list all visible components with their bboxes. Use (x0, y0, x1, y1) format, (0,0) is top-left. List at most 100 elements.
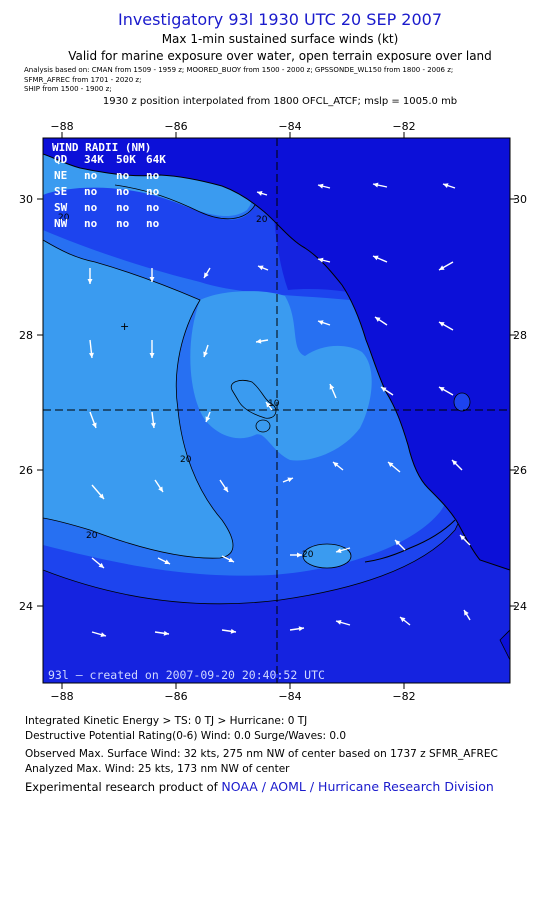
wind-arrow (154, 479, 164, 493)
wind-arrow (203, 267, 211, 279)
wind-radii-value: no (146, 217, 160, 230)
contour-label: 10 (268, 399, 280, 409)
wind-arrow (442, 183, 456, 189)
wind-arrow (451, 459, 463, 471)
map-subtitle-2: Valid for marine exposure over water, op… (68, 49, 492, 63)
analysis-line-2: SFMR_AFREC from 1701 - 2020 z; (24, 75, 142, 84)
wind-arrow (317, 320, 331, 326)
x-tick-label-bottom: −82 (392, 690, 415, 703)
wind-arrow (91, 557, 105, 569)
wind-arrow (221, 628, 237, 634)
wind-radii-value: no (84, 201, 98, 214)
wind-radii-value: no (84, 185, 98, 198)
y-tick-label-right: 26 (513, 464, 527, 477)
contour-label: 20 (58, 213, 70, 223)
x-tick-label-top: −88 (50, 120, 73, 133)
wind-arrow (438, 321, 454, 331)
wind-field-map: + 20 20 20 10 20 20 WIND RADII (NM) QD 34… (19, 120, 527, 703)
analyzed-max-line: Analyzed Max. Wind: 25 kts, 173 nm NW of… (25, 763, 290, 775)
wind-radii-value: no (146, 185, 160, 198)
wind-radii-header-cell: 50K (116, 153, 136, 166)
experimental-line: Experimental research product of NOAA / … (25, 779, 494, 794)
x-tick-label-bottom: −88 (50, 690, 73, 703)
wind-radii-value: no (116, 217, 130, 230)
wind-radii-quadrant: SE (54, 185, 67, 198)
wind-arrow (87, 268, 93, 284)
interpolation-note: 1930 z position interpolated from 1800 O… (102, 96, 458, 107)
x-tick-label-top: −86 (164, 120, 187, 133)
wind-arrow (154, 630, 170, 636)
map-title: Investigatory 93l 1930 UTC 20 SEP 2007 (117, 10, 443, 29)
analyzed-max-marker: + (120, 320, 129, 333)
wind-arrow (372, 255, 388, 263)
wind-radii-value: no (116, 185, 130, 198)
wind-arrow (438, 386, 454, 396)
y-tick-label-right: 24 (513, 600, 527, 613)
wind-arrow (372, 182, 388, 188)
wind-arrow (459, 534, 471, 546)
contour-label: 20 (86, 531, 98, 541)
wind-arrow (150, 411, 156, 429)
wind-arrow (282, 477, 294, 483)
florida-keys (364, 519, 456, 563)
wind-arrow (205, 411, 211, 423)
band-0-10-center (190, 291, 372, 461)
wind-arrow (257, 265, 269, 271)
wind-vectors (87, 182, 471, 638)
contour-label: 20 (302, 550, 314, 560)
plot-frame (42, 137, 511, 684)
wind-arrow (399, 616, 411, 626)
experimental-prefix: Experimental research product of (25, 780, 218, 794)
wind-radii-value: no (146, 201, 160, 214)
wind-arrow (329, 383, 337, 399)
wind-arrow (256, 191, 268, 196)
bahamas-shape (499, 629, 510, 661)
wind-arrow (438, 261, 454, 271)
wind-arrow (387, 461, 401, 473)
wind-arrow (374, 316, 388, 326)
wind-arrow (91, 631, 107, 638)
wind-radii-header-cell: 64K (146, 153, 166, 166)
wind-arrow (149, 340, 155, 358)
florida-land (43, 138, 510, 571)
wind-arrow (289, 626, 305, 632)
wind-arrow (219, 479, 229, 493)
y-tick-label-left: 30 (19, 193, 33, 206)
wind-radii-title: WIND RADII (NM) (52, 141, 151, 154)
wind-arrow (317, 183, 331, 189)
band-0-10-west (43, 138, 268, 559)
dp-line: Destructive Potential Rating(0-6) Wind: … (25, 730, 347, 742)
wind-radii-row: NE no no no (54, 169, 160, 182)
ike-line: Integrated Kinetic Energy > TS: 0 TJ > H… (25, 715, 308, 727)
y-tick-label-left: 26 (19, 464, 33, 477)
y-tick-label-right: 30 (513, 193, 527, 206)
wind-radii-header-cell: 34K (84, 153, 104, 166)
wind-radii-value: no (146, 169, 160, 182)
analysis-line-1: Analysis based on: CMAN from 1509 - 1959… (24, 66, 454, 74)
x-tick-label-top: −82 (392, 120, 415, 133)
wind-radii-table: WIND RADII (NM) QD 34K 50K 64K NE no no no SE no n… (52, 141, 166, 230)
x-tick-label-bottom: −84 (278, 690, 301, 703)
wind-radii-row: SW no no no (54, 201, 160, 214)
observed-max-line: Observed Max. Surface Wind: 32 kts, 275 … (25, 748, 498, 760)
noaa-link[interactable]: NOAA / AOML / Hurricane Research Divisio… (221, 779, 494, 794)
wind-arrow (394, 539, 406, 551)
x-tick-label-top: −84 (278, 120, 301, 133)
map-subtitle-1: Max 1-min sustained surface winds (kt) (161, 32, 399, 46)
wind-radii-value: no (116, 169, 130, 182)
wind-arrow (290, 552, 302, 558)
wind-arrow (157, 557, 171, 565)
wind-arrow (265, 401, 273, 411)
wind-radii-value: no (116, 201, 130, 214)
analysis-line-3: SHIP from 1500 - 1900 z; (24, 85, 112, 93)
wind-arrow (317, 257, 331, 263)
wind-arrow (88, 339, 94, 359)
wind-radii-quadrant: NE (54, 169, 67, 182)
wind-radii-value: no (84, 217, 98, 230)
wind-radii-quadrant: SW (54, 201, 68, 214)
wind-radii-rows: QD 34K 50K 64K NE no no no SE no no no SW no no no NW no n… (54, 153, 166, 230)
wind-radii-row: NW no no no (54, 217, 160, 230)
contour-20-blob (302, 543, 352, 569)
wind-arrow (463, 609, 471, 621)
wind-radii-value: no (84, 169, 98, 182)
